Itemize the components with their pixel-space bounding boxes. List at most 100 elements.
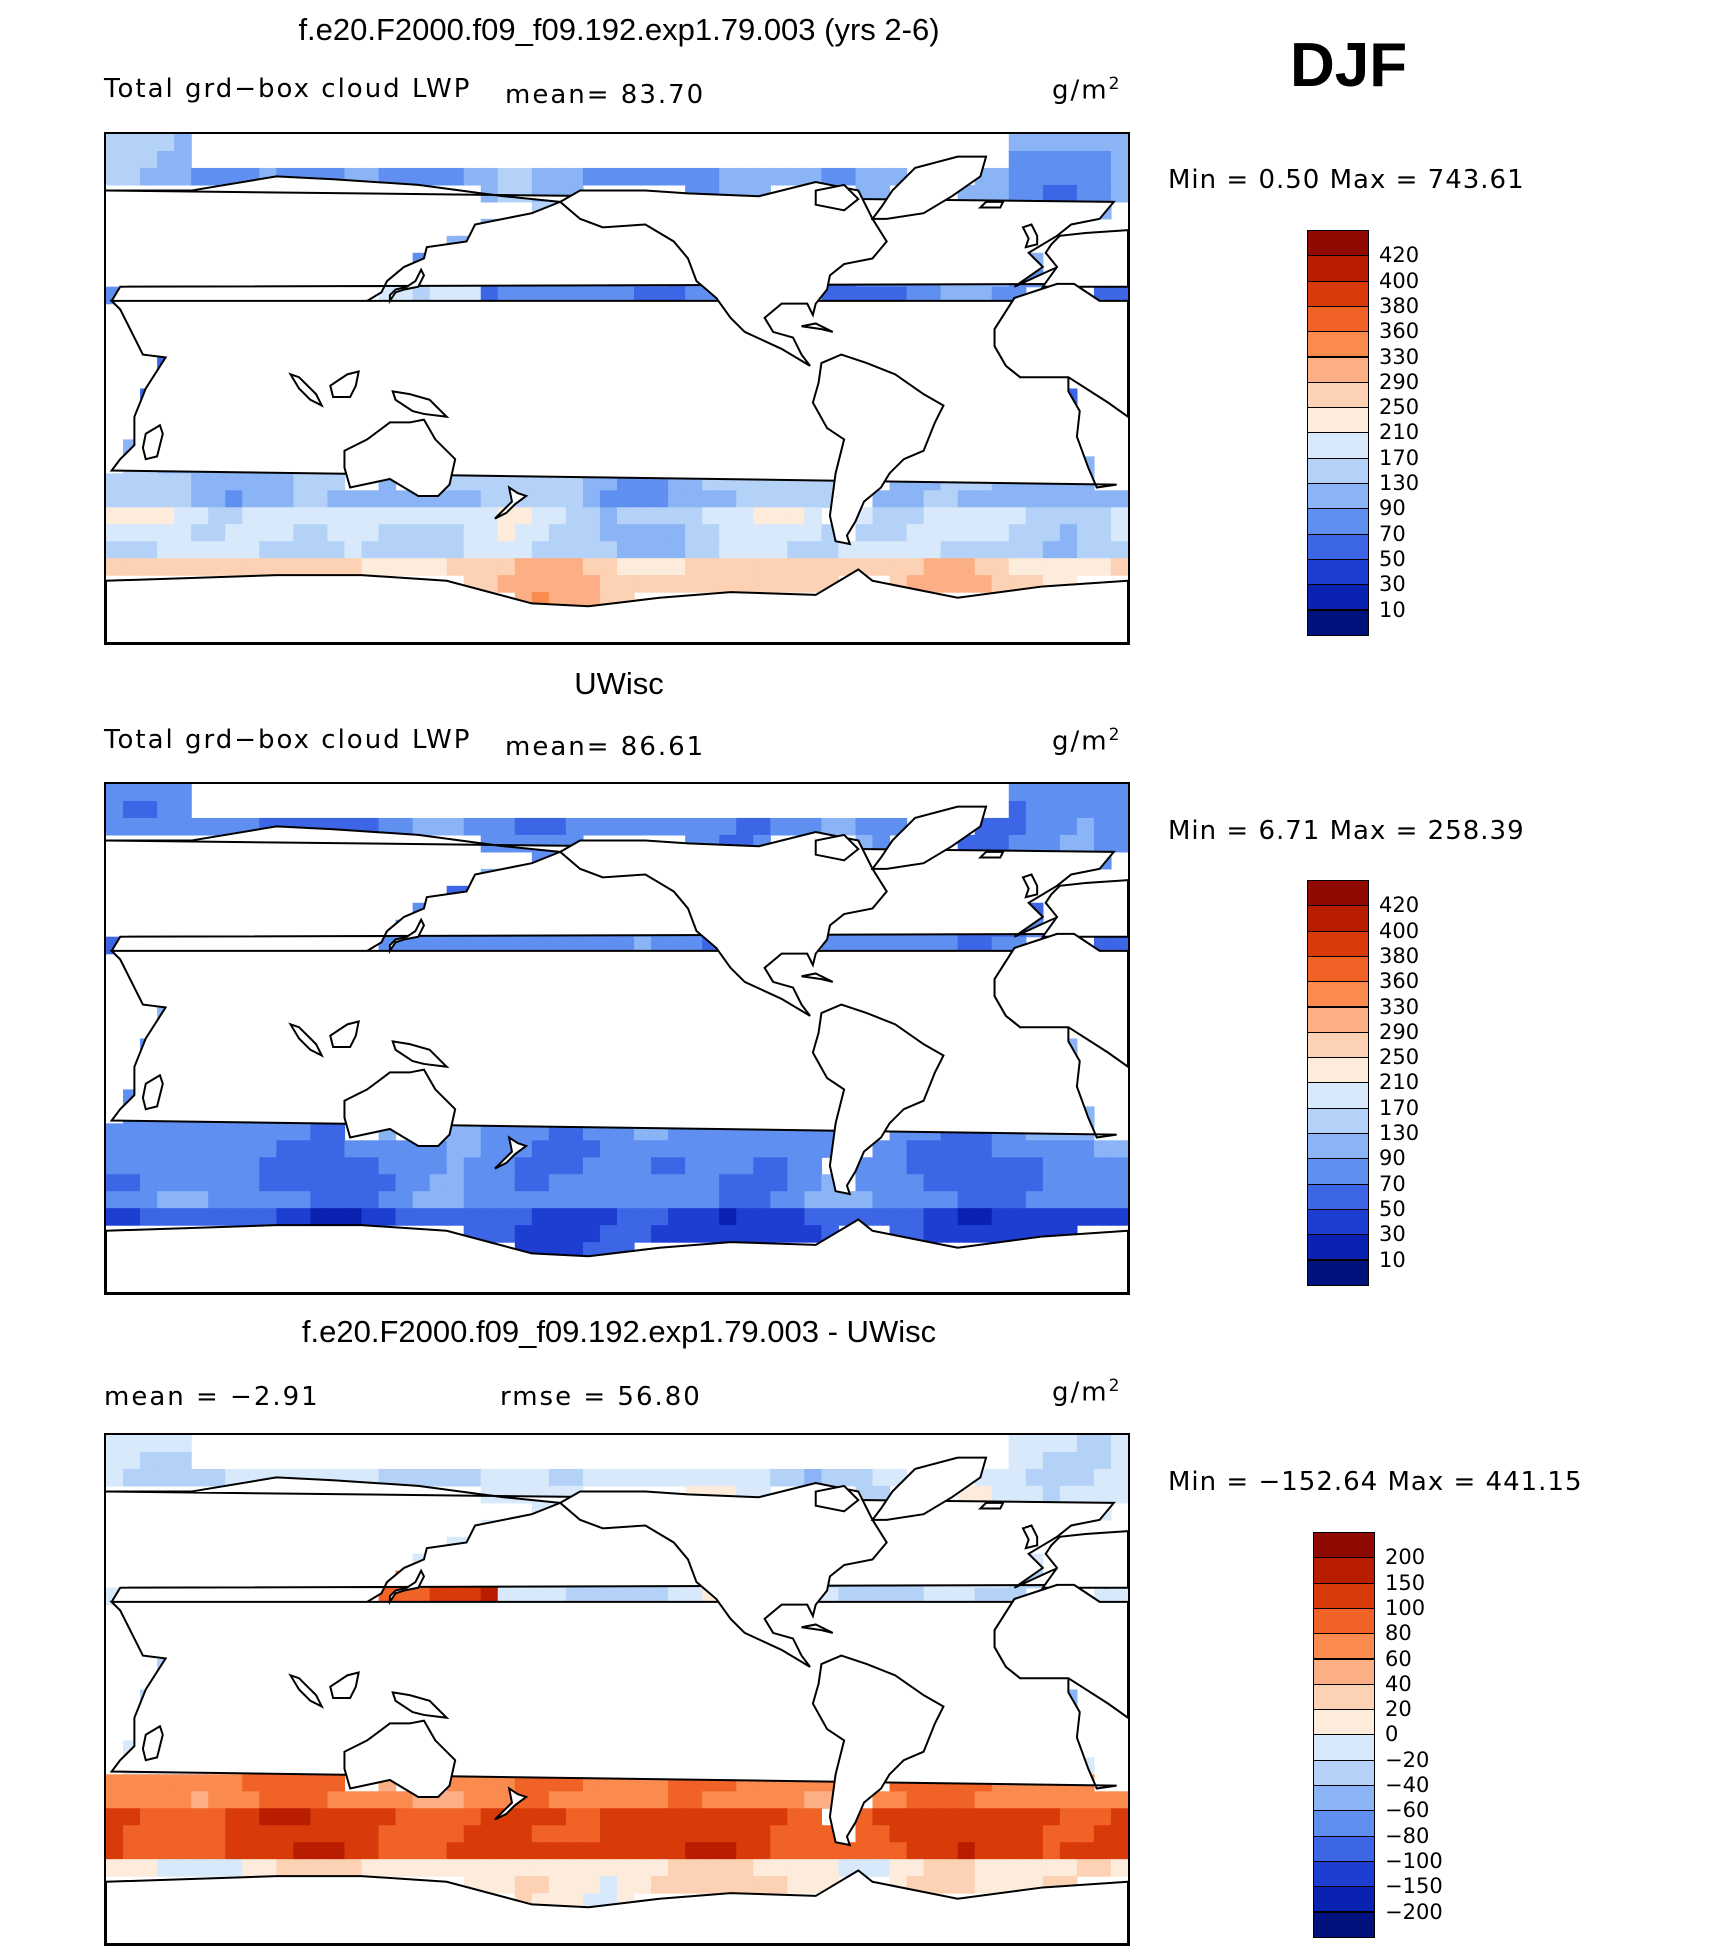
panel2-units: g/m2 [1052, 725, 1122, 757]
colorbar-swatch [1313, 1709, 1375, 1736]
colorbar-tick-label: −200 [1385, 1899, 1443, 1924]
coastline-baffin [814, 183, 860, 212]
panel3-map-svg [106, 1435, 1128, 1944]
colorbar-swatch [1313, 1683, 1375, 1711]
coastline-namerica [558, 181, 888, 367]
colorbar-tick-label: 10 [1379, 597, 1406, 622]
colorbar-tick-label: 50 [1379, 1196, 1406, 1221]
colorbar-tick-label: 380 [1379, 943, 1420, 968]
colorbar-swatch [1307, 1057, 1369, 1084]
colorbar-tick-label: −150 [1385, 1874, 1443, 1899]
panel1-mean: mean= 83.70 [505, 80, 706, 110]
coastline-namerica [558, 831, 888, 1017]
panel3-rmse: rmse = 56.80 [500, 1382, 702, 1412]
colorbar-tick-label: 420 [1379, 893, 1420, 918]
coastline-madagascar [141, 1073, 164, 1111]
colorbar-swatch [1313, 1607, 1375, 1635]
coastline-samerica [811, 1654, 945, 1847]
colorbar-tick-label: 400 [1379, 268, 1420, 293]
coastline-namerica [558, 1482, 888, 1668]
colorbar-tick-label: 50 [1379, 546, 1406, 571]
panel3-title: f.e20.F2000.f09_f09.192.exp1.79.003 - UW… [301, 1314, 937, 1349]
coastline-antarctica [106, 1218, 1128, 1293]
colorbar-tick-label: 360 [1379, 319, 1420, 344]
coastline-antarctica [106, 568, 1128, 643]
panel1-title: f.e20.F2000.f09_f09.192.exp1.79.003 (yrs… [298, 12, 940, 47]
coastline-greenland [870, 155, 988, 220]
coastline-cuba [801, 972, 834, 983]
coastline-nz [494, 485, 529, 520]
coastline-australia [343, 1068, 457, 1147]
colorbar-swatch [1307, 1006, 1369, 1033]
coastline-borneo [329, 370, 360, 398]
colorbar-swatch [1313, 1886, 1375, 1913]
colorbar-swatch [1307, 305, 1369, 333]
panel1-units: g/m2 [1052, 74, 1122, 106]
colorbar-swatch [1307, 1234, 1369, 1261]
colorbar-swatch [1307, 1107, 1369, 1134]
coastline-uk [1021, 223, 1039, 249]
colorbar-tick-label: 170 [1379, 445, 1420, 470]
panel3-map [104, 1433, 1130, 1946]
coastline-antarctica [106, 1869, 1128, 1944]
colorbar-swatch [1307, 331, 1369, 358]
panel1-left-label: Total grd−box cloud LWP [104, 74, 472, 104]
colorbar-swatch [1307, 1082, 1369, 1109]
colorbar-swatch [1313, 1734, 1375, 1761]
coastline-greenland [870, 805, 988, 870]
coastline-uk [1021, 873, 1039, 899]
panel3-units: g/m2 [1052, 1376, 1122, 1408]
panel2-mean: mean= 86.61 [505, 732, 706, 762]
colorbar-tick-label: 30 [1379, 572, 1406, 597]
panel2-title: UWisc [574, 666, 664, 701]
colorbar-tick-label: 210 [1379, 1070, 1420, 1095]
coastline-iceland [977, 1501, 1005, 1510]
panel1-map-svg [106, 134, 1128, 643]
coastline-africa_w [993, 1583, 1128, 1720]
panel2-left-label: Total grd−box cloud LWP [104, 725, 472, 755]
colorbar-swatch [1307, 930, 1369, 957]
coastline-cuba [801, 322, 834, 333]
colorbar-swatch [1307, 1031, 1369, 1059]
coastline-iceland [977, 850, 1005, 859]
season-label: DJF [1290, 31, 1408, 100]
colorbar-swatch [1307, 880, 1369, 907]
coastline-madagascar [141, 1724, 164, 1762]
colorbar-swatch [1307, 584, 1369, 611]
colorbar-tick-label: 250 [1379, 395, 1420, 420]
coastline-africa [109, 282, 1117, 489]
panel1-minmax: Min = 0.50 Max = 743.61 [1168, 165, 1525, 195]
colorbar-tick-label: 250 [1379, 1045, 1420, 1070]
colorbar-tick-label: 380 [1379, 293, 1420, 318]
coastline-nz [494, 1135, 529, 1170]
coastline-nz [494, 1786, 529, 1821]
colorbar-swatch [1313, 1759, 1375, 1786]
coastline-ng [391, 1691, 450, 1720]
colorbar-swatch [1307, 533, 1369, 560]
colorbar-tick-label: 70 [1379, 521, 1406, 546]
colorbar-swatch [1313, 1532, 1375, 1559]
colorbar-tick-label: 330 [1379, 994, 1420, 1019]
colorbar-tick-label: 40 [1385, 1671, 1412, 1696]
panel2-minmax: Min = 6.71 Max = 258.39 [1168, 816, 1525, 846]
coastline-europe_w [1040, 1530, 1128, 1589]
coastline-cuba [801, 1623, 834, 1634]
colorbar-tick-label: 210 [1379, 420, 1420, 445]
colorbar-swatch [1307, 280, 1369, 307]
colorbar-swatch [1307, 1183, 1369, 1210]
coastline-borneo [329, 1671, 360, 1699]
coastline-australia [343, 1719, 457, 1798]
colorbar-swatch [1307, 1259, 1369, 1286]
colorbar-tick-label: −20 [1385, 1747, 1430, 1772]
colorbar-swatch [1307, 609, 1369, 636]
colorbar-tick-label: 420 [1379, 243, 1420, 268]
colorbar-swatch [1307, 1158, 1369, 1185]
panel1-map [104, 132, 1130, 645]
colorbar-swatch [1307, 381, 1369, 409]
colorbar-swatch [1307, 407, 1369, 434]
coastline-samerica [811, 1003, 945, 1196]
colorbar-tick-label: −60 [1385, 1798, 1430, 1823]
colorbar-swatch [1313, 1582, 1375, 1609]
colorbar-tick-label: 10 [1379, 1247, 1406, 1272]
coastline-uk [1021, 1524, 1039, 1550]
